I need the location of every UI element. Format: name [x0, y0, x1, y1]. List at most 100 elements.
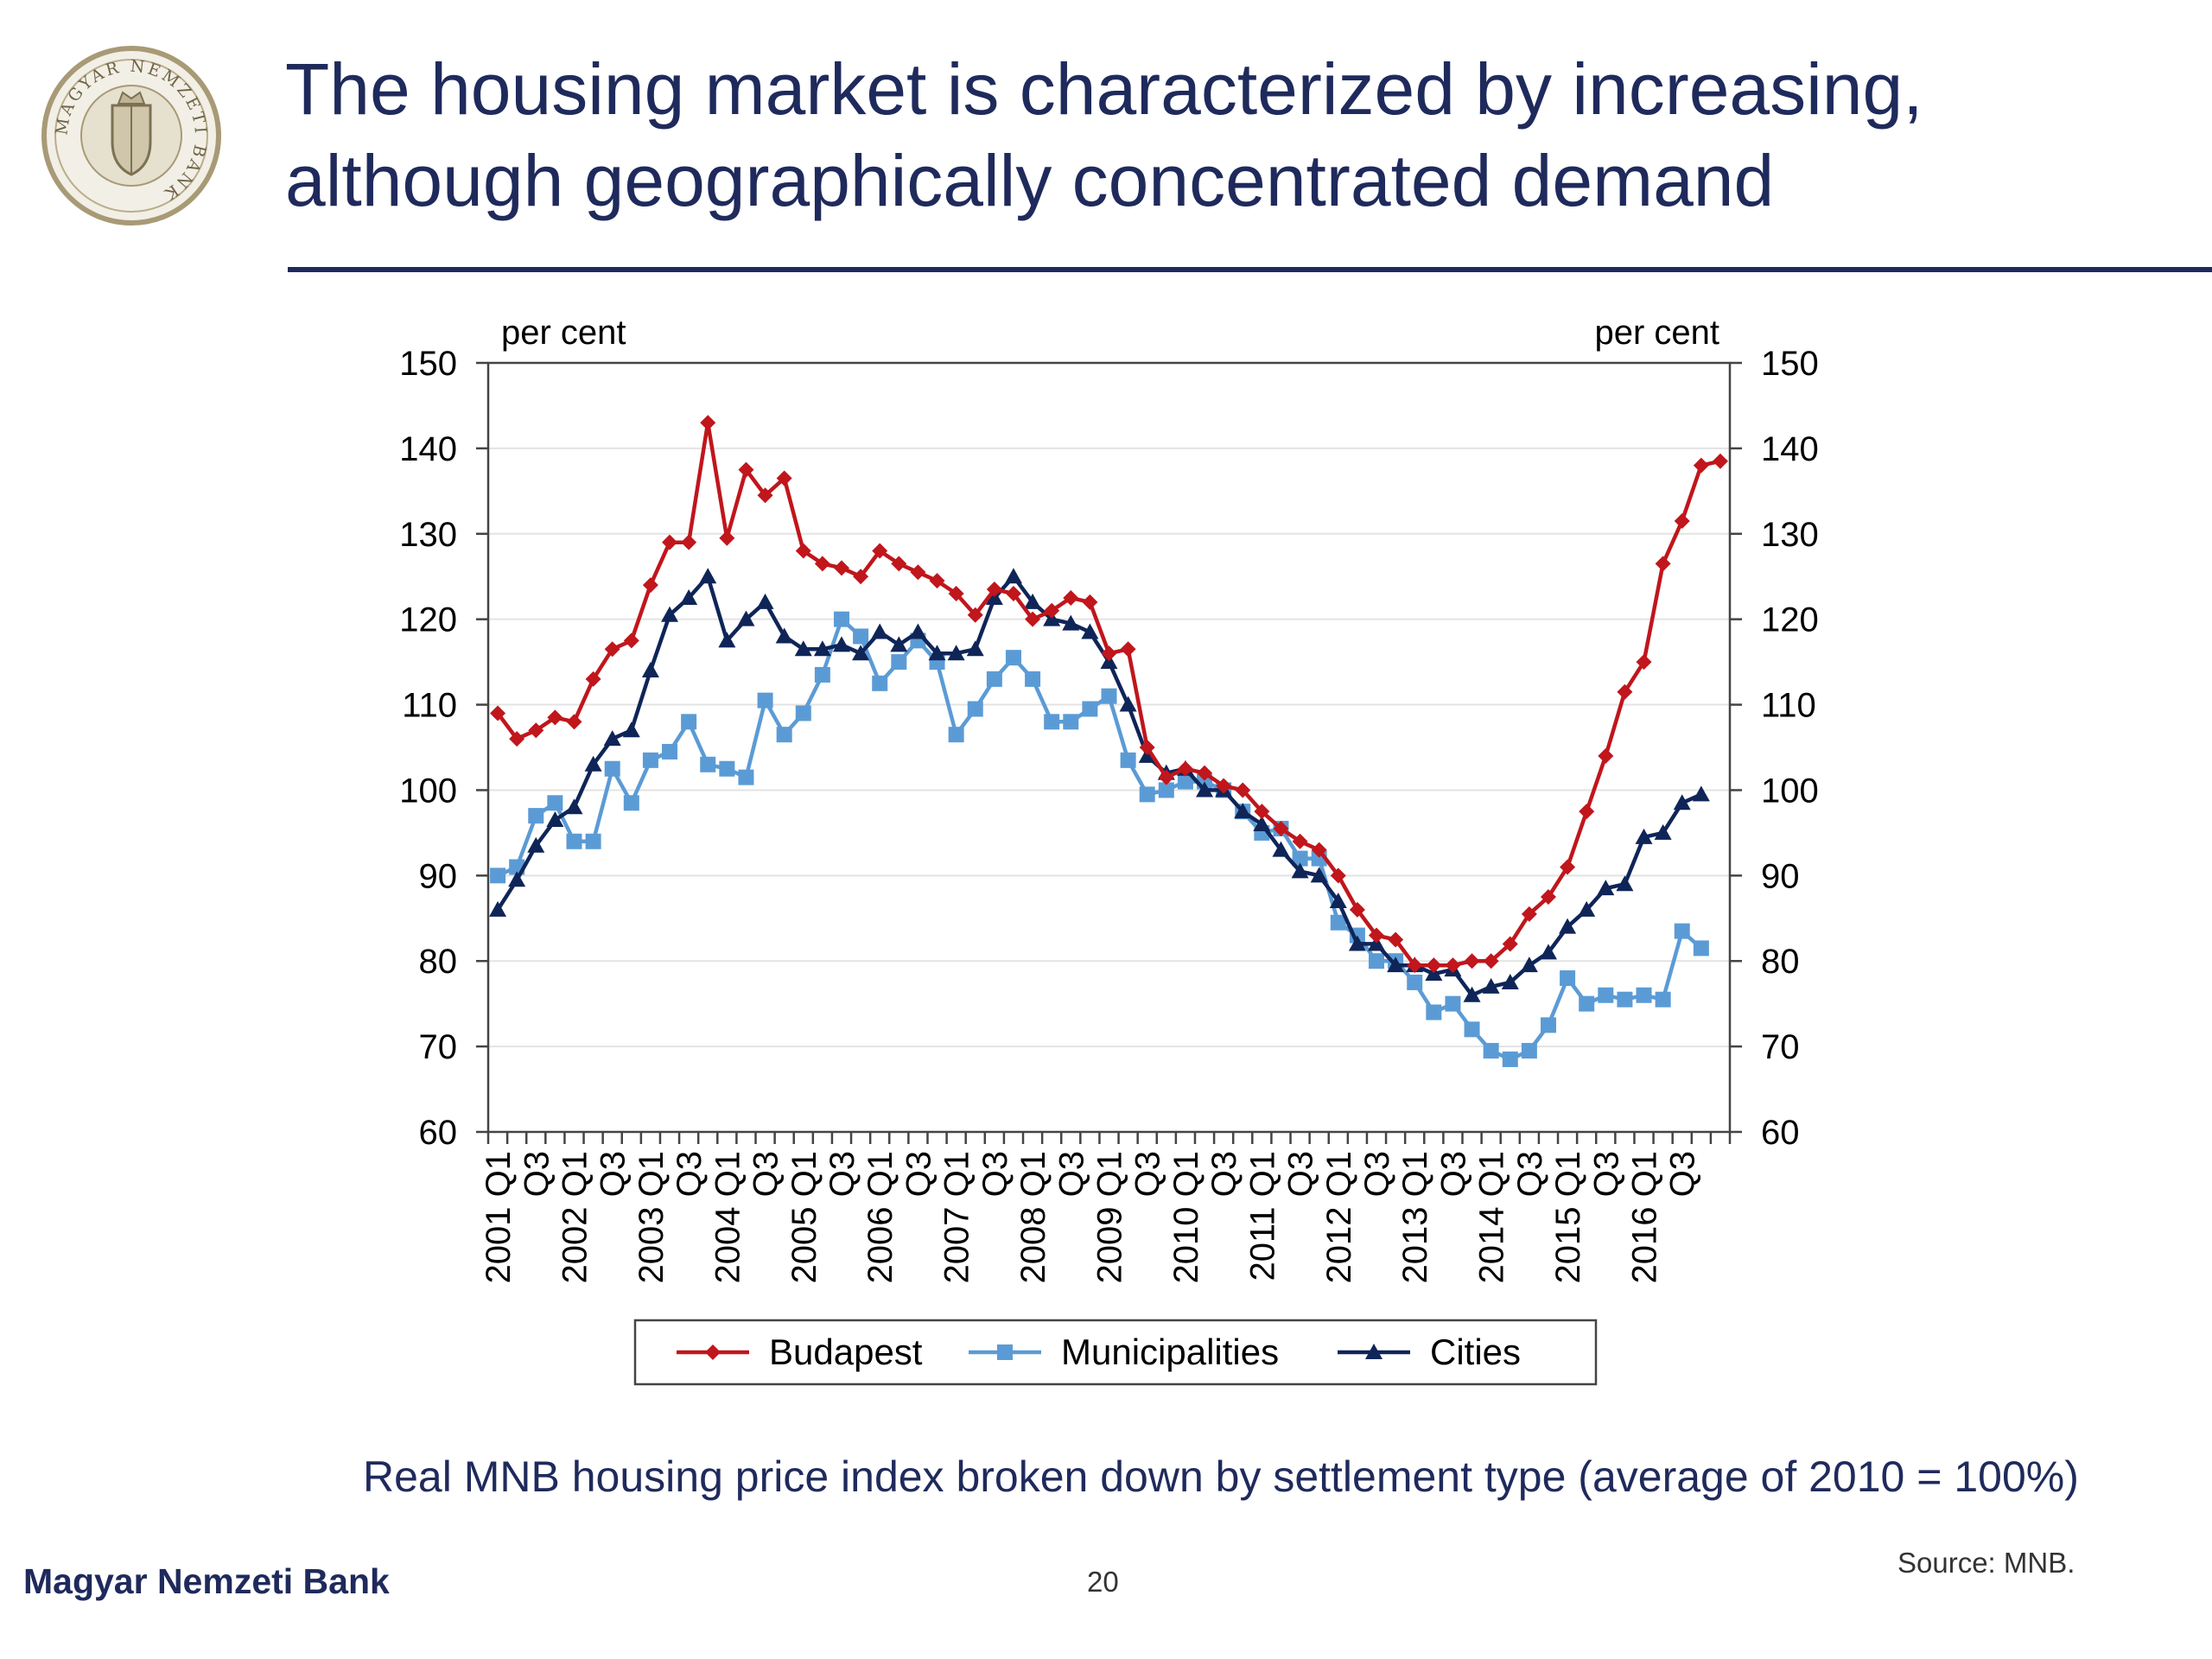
data-point: [1673, 794, 1691, 810]
y-tick-label-right: 90: [1761, 857, 1800, 895]
data-point: [967, 607, 983, 623]
data-point: [1119, 696, 1137, 712]
data-point: [1120, 752, 1136, 768]
data-point: [1654, 823, 1672, 840]
x-tick-label: 2003 Q1: [632, 1151, 671, 1283]
data-point: [528, 722, 544, 739]
data-point: [1044, 714, 1060, 730]
legend-label: Budapest: [769, 1332, 923, 1372]
data-point: [1082, 701, 1098, 717]
legend-item-cities: Cities: [1338, 1332, 1521, 1372]
data-point: [832, 636, 850, 652]
data-point: [1520, 957, 1538, 973]
data-point: [872, 543, 888, 559]
data-point: [813, 640, 831, 657]
y-tick-label-right: 70: [1761, 1028, 1800, 1066]
x-tick-label: 2007 Q1: [938, 1151, 976, 1283]
data-point: [1025, 611, 1041, 627]
x-tick-label: 2002 Q1: [556, 1151, 594, 1283]
data-series: [489, 415, 1728, 1067]
y-tick-label-left: 120: [399, 601, 457, 639]
data-point: [1063, 714, 1079, 730]
x-tick-label: Q3: [518, 1151, 556, 1197]
data-point: [1369, 953, 1385, 969]
x-tick-label: 2014 Q1: [1473, 1151, 1511, 1283]
x-tick-label: Q3: [1434, 1151, 1472, 1197]
x-tick-label: 2011 Q1: [1243, 1151, 1281, 1281]
data-point: [1464, 953, 1480, 969]
data-point: [1598, 747, 1614, 764]
x-tick-label: 2009 Q1: [1091, 1151, 1129, 1283]
data-point: [1005, 586, 1021, 601]
data-point: [705, 1344, 721, 1360]
mnb-logo: MAGYAR NEMZETI BANK: [41, 46, 221, 226]
data-point: [1101, 688, 1117, 704]
data-point: [1693, 457, 1709, 474]
legend-item-budapest: Budapest: [677, 1332, 923, 1372]
data-point: [1579, 995, 1595, 1012]
data-point: [986, 671, 1002, 687]
data-point: [1540, 889, 1556, 906]
data-point: [681, 714, 697, 730]
data-point: [1177, 773, 1193, 790]
slide-title: The housing market is characterized by i…: [285, 48, 1923, 221]
legend-label: Municipalities: [1061, 1332, 1279, 1372]
data-point: [1365, 1344, 1382, 1359]
data-point: [776, 727, 792, 743]
x-tick-label: 2006 Q1: [861, 1151, 899, 1283]
data-point: [967, 701, 983, 717]
y-tick-label-right: 130: [1761, 516, 1819, 554]
data-point: [1521, 906, 1537, 922]
data-point: [1502, 1051, 1518, 1067]
data-point: [1712, 453, 1728, 469]
data-point: [1082, 594, 1098, 610]
data-point: [1597, 880, 1615, 896]
data-point: [1292, 850, 1308, 867]
data-point: [1253, 816, 1271, 831]
series-budapest: [490, 415, 1728, 974]
source-note: Source: MNB.: [1897, 1547, 2075, 1579]
data-point: [1501, 973, 1519, 989]
data-point: [1483, 953, 1499, 969]
y-tick-label-left: 100: [399, 772, 457, 810]
data-point: [1693, 940, 1709, 957]
data-point: [719, 530, 735, 546]
data-point: [1139, 740, 1155, 755]
housing-price-chart: 60 60 70 70 80 80 90 90 100 100 110 110 120 120 130 130…: [399, 314, 1819, 1386]
data-point: [948, 727, 964, 743]
series-cities: [489, 568, 1710, 1002]
data-point: [1348, 935, 1366, 951]
x-tick-label: 2005 Q1: [785, 1151, 823, 1283]
data-point: [775, 627, 793, 644]
data-point: [1025, 671, 1041, 687]
x-tick-label: Q3: [1664, 1151, 1702, 1197]
data-point: [1579, 804, 1595, 820]
data-point: [1311, 842, 1327, 858]
x-tick-label: 2004 Q1: [709, 1151, 747, 1283]
data-point: [1560, 970, 1576, 986]
data-point: [490, 705, 506, 721]
data-point: [1560, 859, 1576, 875]
data-point: [1387, 957, 1405, 973]
legend-label: Cities: [1430, 1332, 1521, 1372]
title-divider: [288, 267, 2212, 272]
data-point: [1120, 641, 1136, 658]
data-point: [1063, 589, 1079, 606]
data-point: [1330, 914, 1346, 931]
data-point: [1521, 1043, 1537, 1059]
axes: 60 60 70 70 80 80 90 90 100 100 110 110 120 120 130 130…: [399, 345, 1819, 1283]
data-point: [547, 795, 563, 811]
data-point: [814, 666, 830, 683]
data-point: [1540, 1017, 1556, 1033]
data-point: [585, 833, 601, 849]
x-tick-label: Q3: [594, 1151, 632, 1197]
x-tick-label: Q3: [1129, 1151, 1167, 1197]
data-point: [1483, 1043, 1499, 1059]
data-point: [853, 569, 869, 585]
data-point: [508, 871, 526, 887]
data-point: [1235, 782, 1251, 798]
data-point: [603, 730, 621, 747]
data-point: [1369, 927, 1385, 944]
data-point: [489, 900, 507, 917]
data-point: [1617, 683, 1633, 700]
